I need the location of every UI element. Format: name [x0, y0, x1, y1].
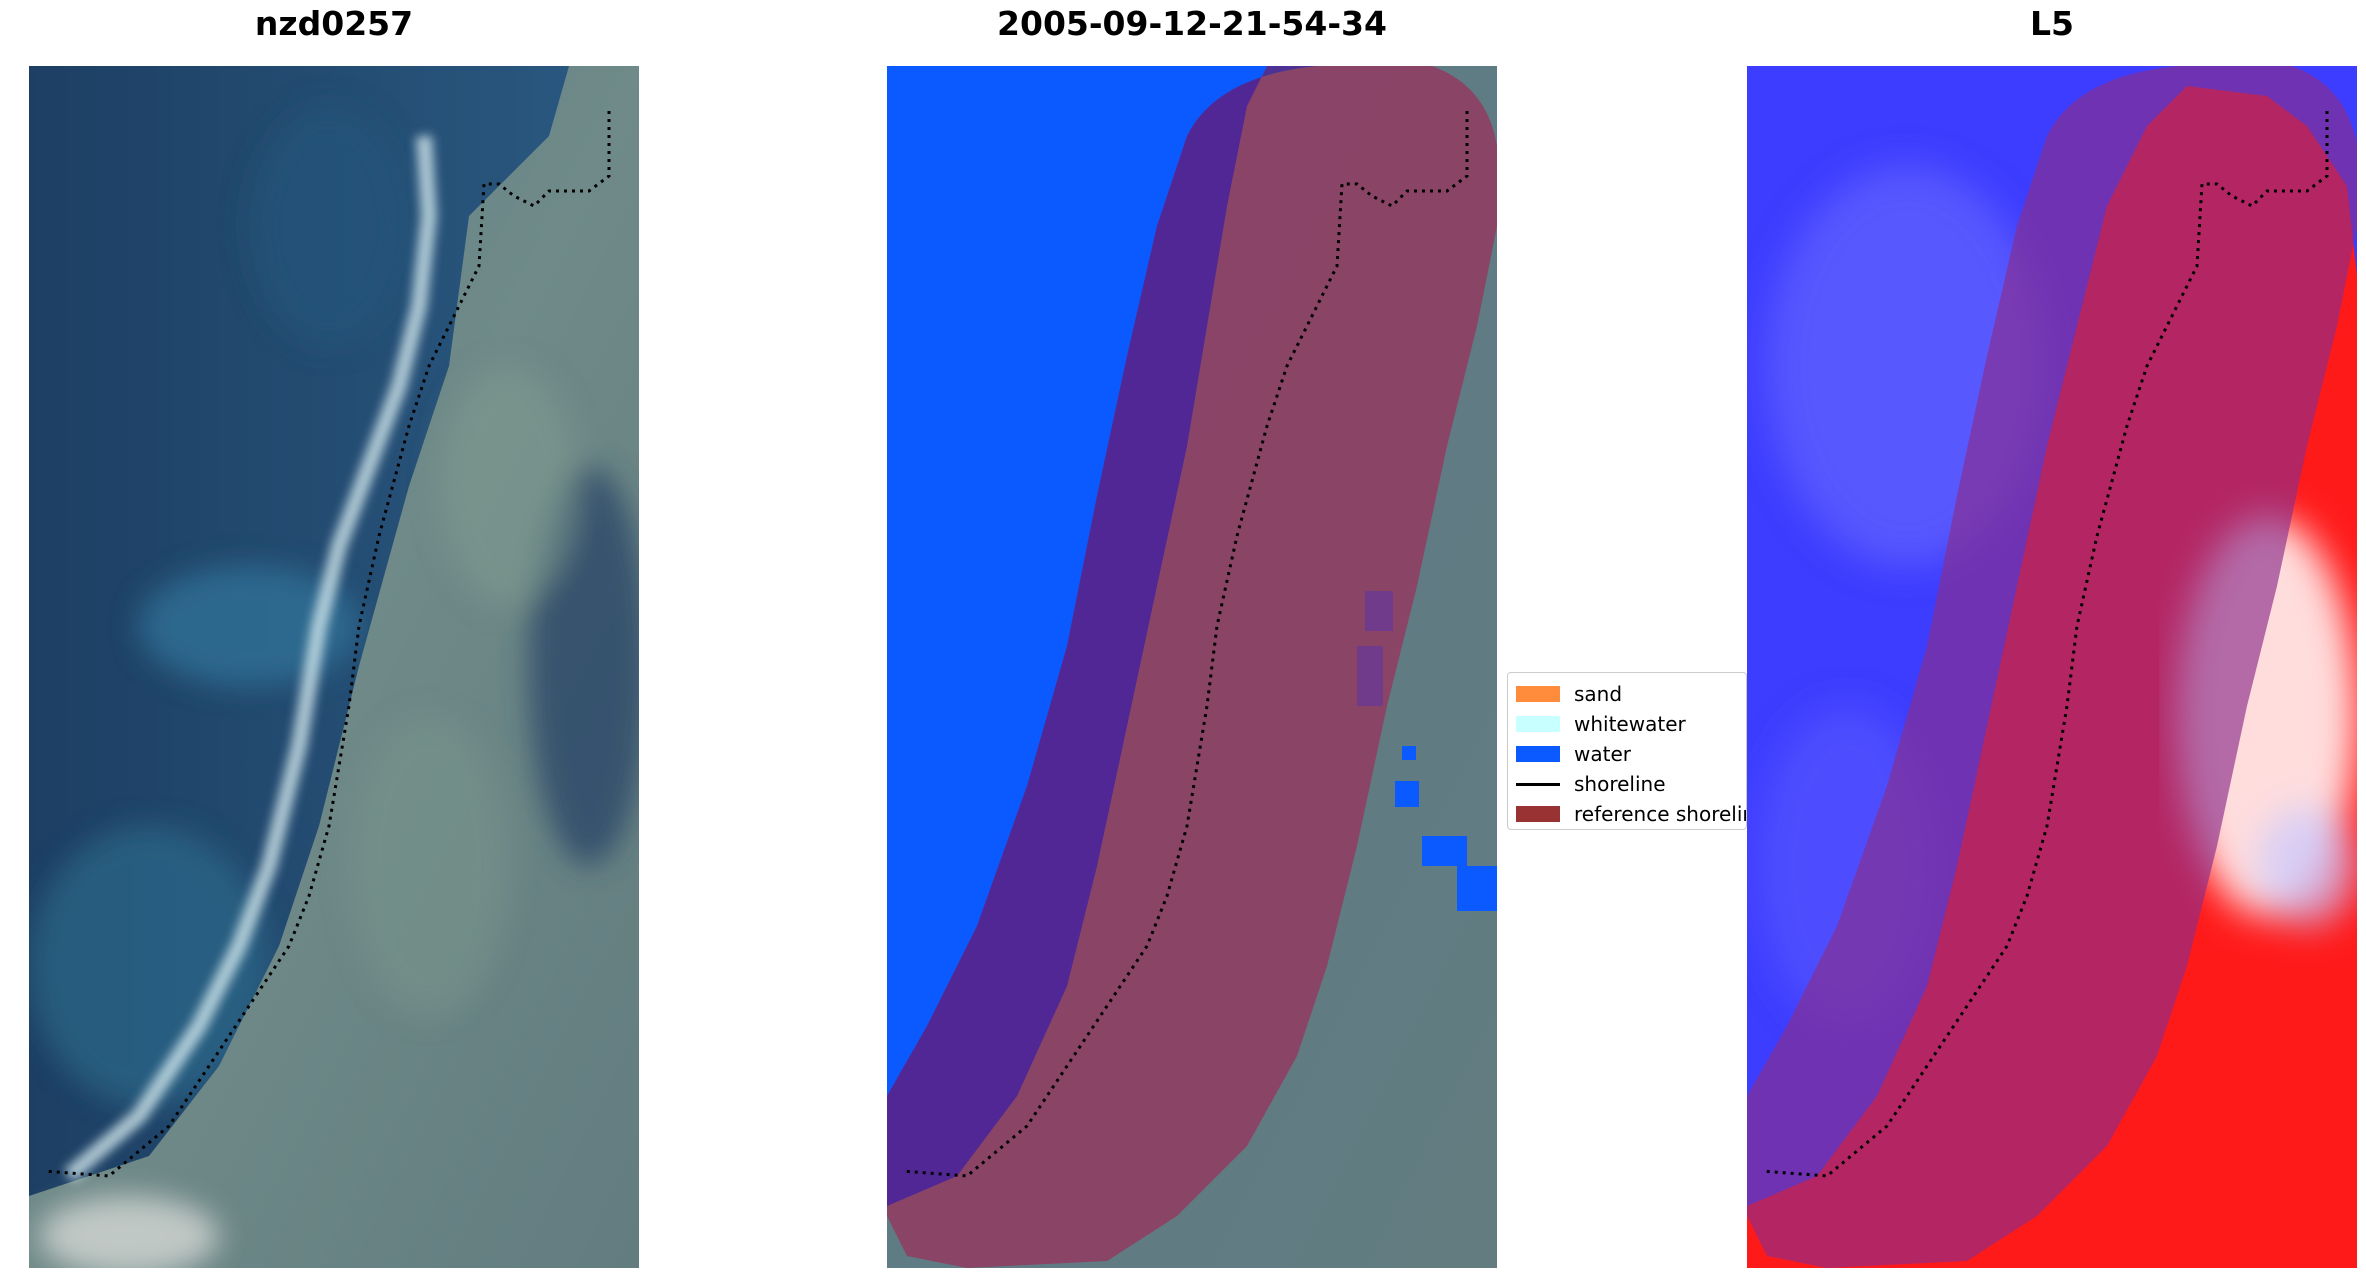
- index-reference-buffer: [1747, 66, 2357, 1268]
- legend-label: water: [1574, 742, 1631, 766]
- water-swatch: [1516, 746, 1560, 762]
- legend-item-shoreline: shoreline: [1508, 769, 1746, 799]
- index-shoreline-line: [1761, 111, 2329, 1178]
- legend-label: reference shoreline: [1574, 802, 1746, 826]
- index-image: [1747, 66, 2357, 1268]
- legend-item-reference-shoreline: reference shoreline: [1508, 799, 1746, 829]
- water-within-buffer: [887, 66, 1317, 1206]
- panel-title-classified: 2005-09-12-21-54-34: [997, 4, 1387, 43]
- panel-title-rgb: nzd0257: [254, 4, 414, 43]
- legend-label: whitewater: [1574, 712, 1686, 736]
- reference-shoreline-swatch: [1516, 806, 1560, 822]
- classified-shoreline-line: [901, 111, 1469, 1178]
- classified-image: [887, 66, 1497, 1268]
- whitewater-swatch: [1516, 716, 1560, 732]
- legend-label: shoreline: [1574, 772, 1666, 796]
- legend-item-water: water: [1508, 739, 1746, 769]
- shoreline-line: [43, 111, 611, 1178]
- sand-swatch: [1516, 686, 1560, 702]
- legend-item-sand: sand: [1508, 679, 1746, 709]
- shoreline-swatch: [1516, 782, 1560, 786]
- index-image-panel: [1747, 66, 2357, 1268]
- rgb-image-panel: [29, 66, 639, 1268]
- whitewater-foam: [63, 135, 438, 1183]
- legend-item-whitewater: whitewater: [1508, 709, 1746, 739]
- legend: sand whitewater water shoreline referenc…: [1507, 672, 1747, 830]
- classified-image-panel: [887, 66, 1497, 1268]
- rgb-image: [29, 66, 639, 1268]
- panel-title-index: L5: [2030, 4, 2074, 43]
- legend-label: sand: [1574, 682, 1623, 706]
